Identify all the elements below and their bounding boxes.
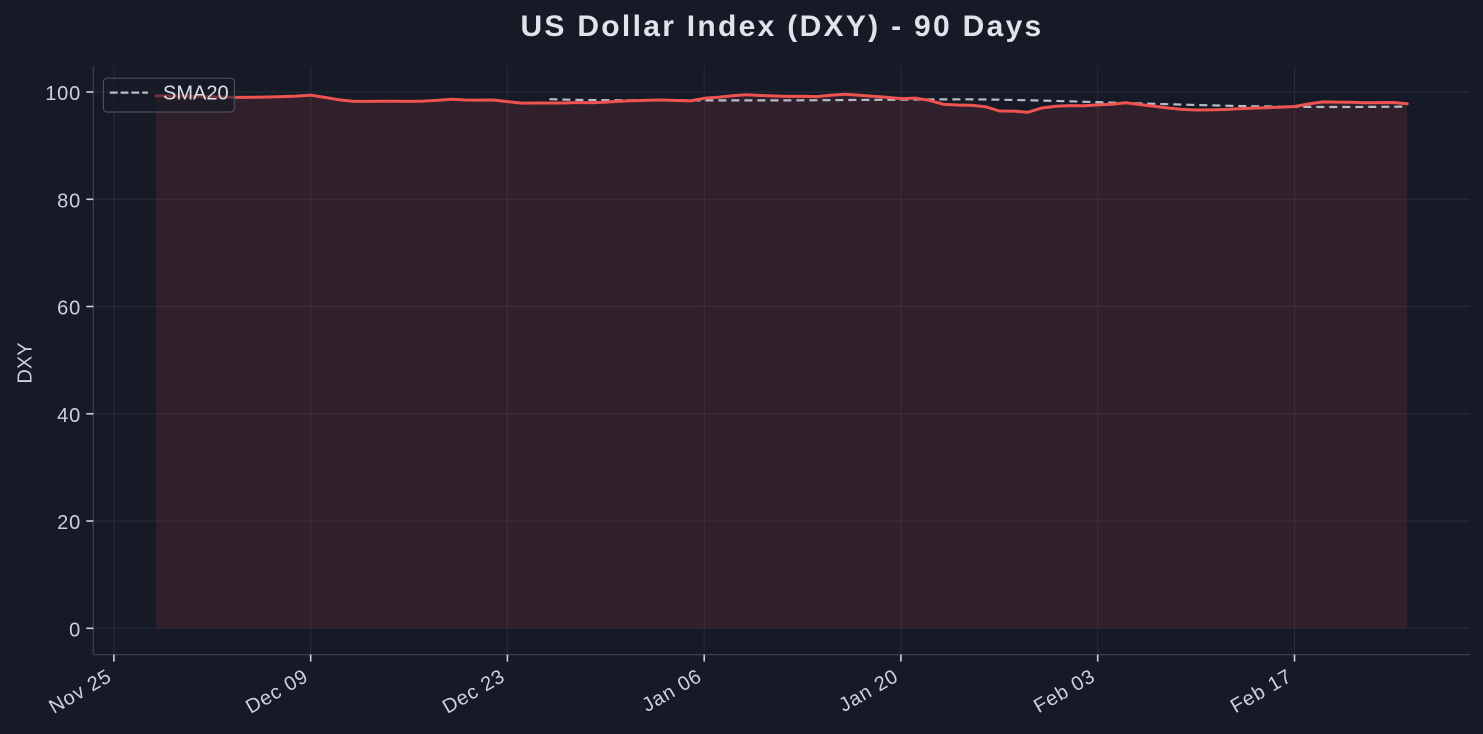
svg-text:DXY: DXY	[15, 342, 37, 383]
svg-text:20: 20	[57, 512, 81, 534]
svg-text:40: 40	[57, 405, 81, 427]
svg-text:US Dollar Index (DXY) - 90 Day: US Dollar Index (DXY) - 90 Days	[520, 10, 1043, 43]
svg-text:60: 60	[57, 298, 81, 320]
svg-text:SMA20: SMA20	[163, 82, 229, 104]
svg-text:100: 100	[45, 83, 81, 105]
svg-text:0: 0	[69, 619, 81, 641]
svg-text:80: 80	[57, 190, 81, 212]
